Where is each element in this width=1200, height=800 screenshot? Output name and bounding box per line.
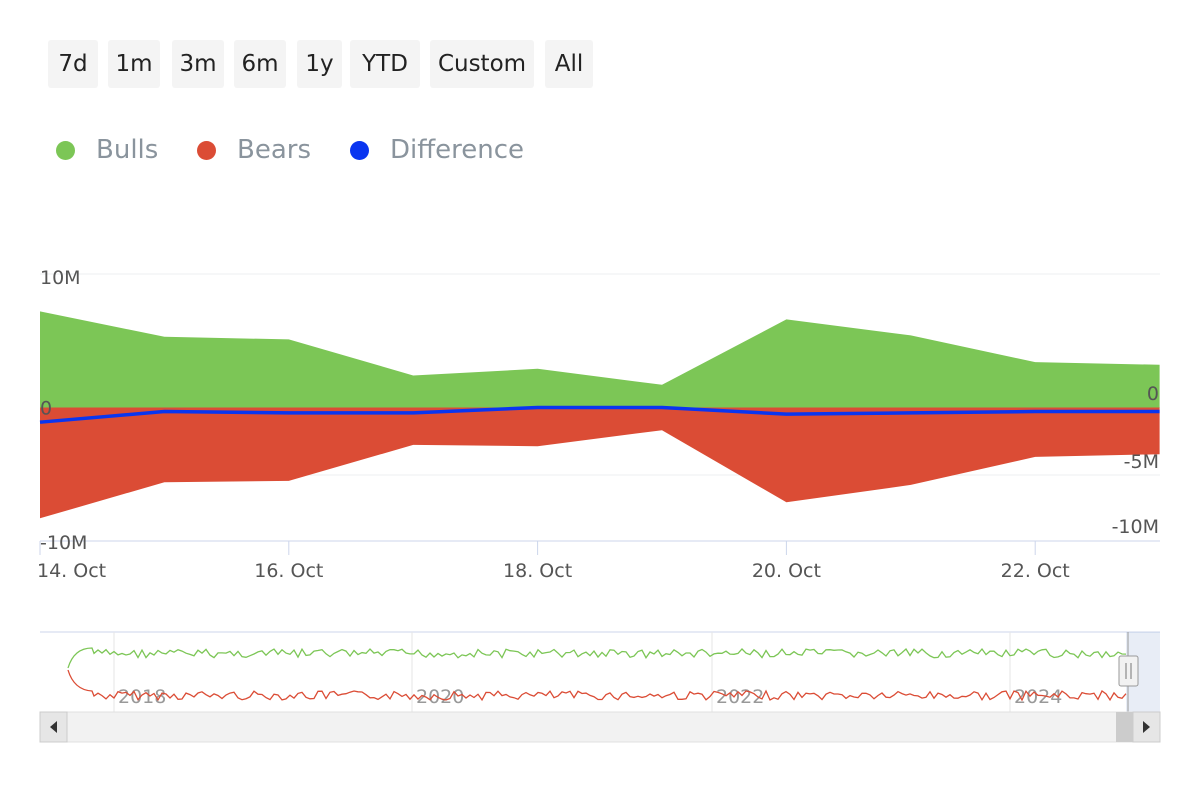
legend-item-bulls[interactable]: Bulls <box>56 130 158 170</box>
range-button-7d[interactable]: 7d <box>48 40 98 88</box>
axes-layer: 14. Oct 16. Oct 18. Oct 20. Oct 22. Oct 10M 0 -… <box>37 267 1160 582</box>
range-button-all[interactable]: All <box>545 40 593 88</box>
series-layer <box>39 311 1160 519</box>
navigator-year-label: 2022 <box>716 686 764 708</box>
range-button-1y[interactable]: 1y <box>297 40 342 88</box>
y-left-tick-label: -10M <box>40 532 87 554</box>
scrollbar-thumb[interactable] <box>1116 712 1134 742</box>
navigator: 2018 2020 2022 2024 <box>39 631 1161 743</box>
navigator-line-bears <box>67 669 1127 702</box>
range-button-6m[interactable]: 6m <box>234 40 286 88</box>
range-button-custom[interactable]: Custom <box>430 40 534 88</box>
area-bulls <box>40 311 1160 408</box>
range-button-ytd[interactable]: YTD <box>350 40 420 88</box>
legend-item-bears[interactable]: Bears <box>197 130 311 170</box>
navigator-line-bulls <box>67 647 1127 669</box>
y-right-tick-label: -10M <box>1112 516 1159 538</box>
chevron-right-icon <box>1143 721 1150 733</box>
legend-marker-bears <box>197 140 216 160</box>
legend-item-difference[interactable]: Difference <box>350 130 524 170</box>
legend-label-bulls: Bulls <box>96 135 159 165</box>
navigator-year-label: 2020 <box>416 686 464 708</box>
legend-label-bears: Bears <box>237 135 312 165</box>
navigator-year-label: 2024 <box>1014 686 1062 708</box>
navigator-year-label: 2018 <box>118 686 166 708</box>
chevron-left-icon <box>50 721 57 733</box>
x-tick-label: 16. Oct <box>254 560 323 582</box>
legend-label-difference: Difference <box>390 135 525 165</box>
x-tick-label: 22. Oct <box>1001 560 1070 582</box>
y-left-tick-label: 0 <box>40 398 52 420</box>
range-button-3m[interactable]: 3m <box>172 40 224 88</box>
scrollbar-track[interactable] <box>39 711 1161 743</box>
y-right-tick-label: -5M <box>1124 451 1159 473</box>
line-difference <box>39 405 1160 424</box>
legend-marker-difference <box>350 140 369 160</box>
area-bears <box>40 407 1160 519</box>
x-tick-label: 20. Oct <box>752 560 821 582</box>
legend-marker-bulls <box>56 140 75 160</box>
y-right-tick-label: 0 <box>1147 383 1159 405</box>
range-button-1m[interactable]: 1m <box>108 40 160 88</box>
x-tick-label: 18. Oct <box>503 560 572 582</box>
navigator-handle[interactable] <box>1118 655 1139 687</box>
y-left-tick-label: 10M <box>40 267 81 289</box>
x-tick-label: 14. Oct <box>37 560 106 582</box>
